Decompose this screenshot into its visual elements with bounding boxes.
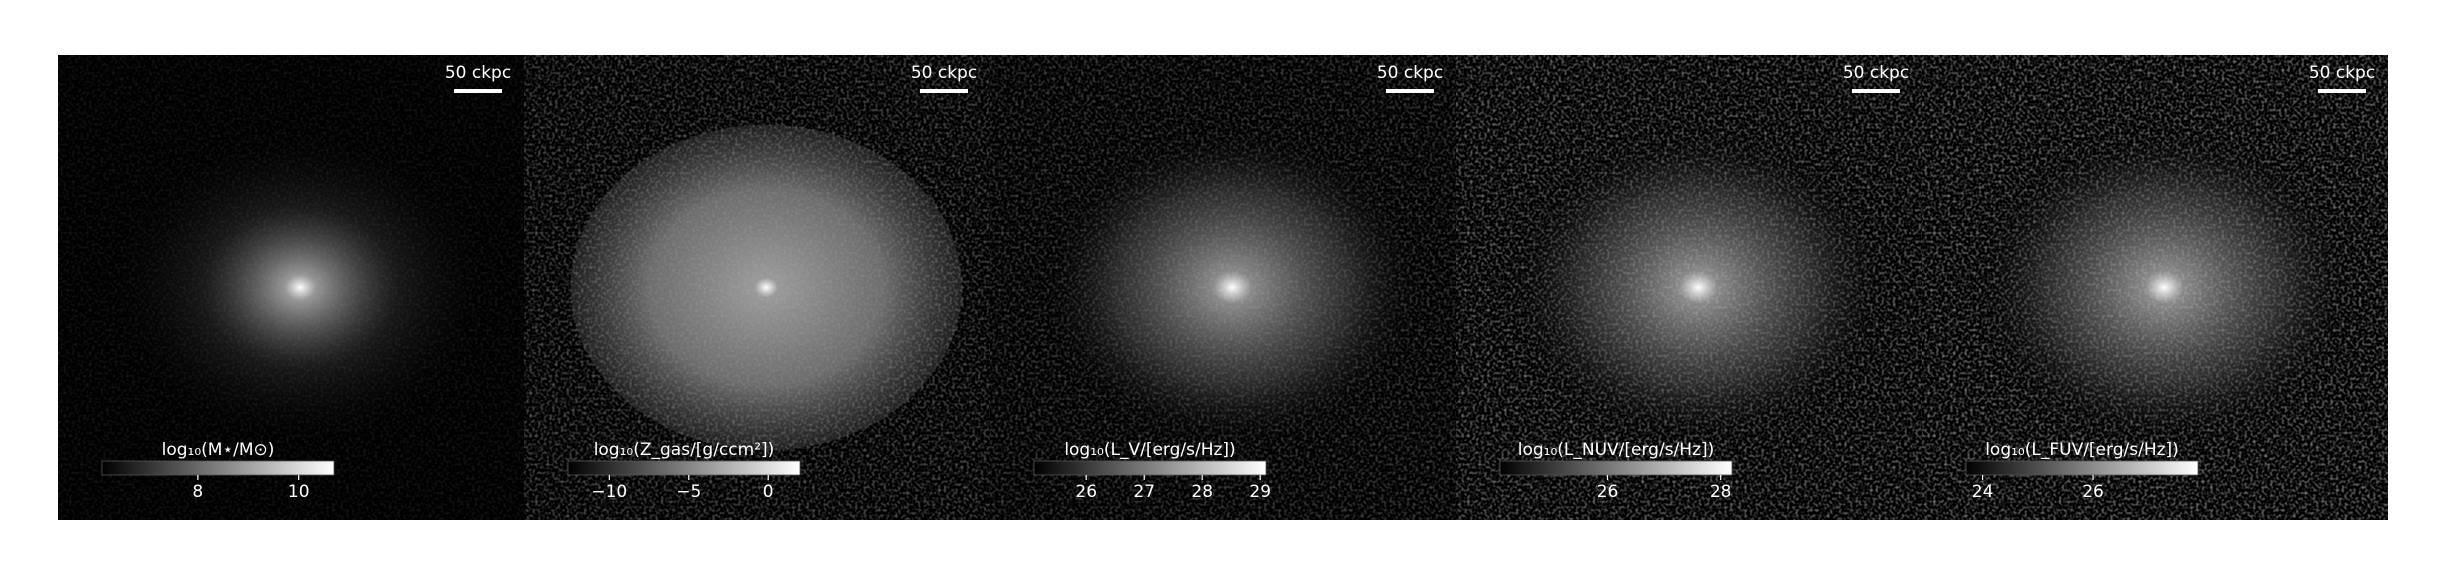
scalebar-label: 50 ckpc — [445, 63, 511, 83]
panel: log₁₀(M⋆/M⊙) 8 10 50 ckpc — [58, 55, 524, 520]
map-glow — [570, 124, 963, 451]
colorbar — [1033, 460, 1267, 476]
colorbar-tick-label: 26 — [1075, 482, 1097, 502]
colorbar-tick-label: 28 — [1710, 482, 1732, 502]
map-glow — [1968, 124, 2361, 451]
map-glow — [1502, 124, 1895, 451]
colorbar-label: log₁₀(M⋆/M⊙) — [162, 440, 275, 460]
scalebar-label: 50 ckpc — [2309, 63, 2375, 83]
colorbar — [1965, 460, 2199, 476]
colorbar-tick-label: −5 — [676, 482, 701, 502]
colorbar-tick-label: −10 — [591, 482, 627, 502]
colorbar-tick-label: 26 — [2082, 482, 2104, 502]
colorbar-tick-label: 0 — [763, 482, 774, 502]
map-glow — [104, 124, 497, 451]
colorbar-label: log₁₀(Z_gas/[g/ccm²]) — [594, 440, 775, 460]
colorbar-label: log₁₀(L_FUV/[erg/s/Hz]) — [1985, 440, 2179, 460]
scalebar-label: 50 ckpc — [1377, 63, 1443, 83]
panel: log₁₀(L_V/[erg/s/Hz]) 26 27 28 29 50 ckpc — [990, 55, 1456, 520]
colorbar — [567, 460, 801, 476]
colorbar-tick-label: 26 — [1597, 482, 1619, 502]
colorbar-label: log₁₀(L_NUV/[erg/s/Hz]) — [1518, 440, 1715, 460]
colorbar — [1499, 460, 1733, 476]
colorbar-tick-label: 10 — [288, 482, 310, 502]
panel: log₁₀(Z_gas/[g/ccm²]) −10 −5 0 50 ckpc — [524, 55, 990, 520]
colorbar-tick-label: 8 — [192, 482, 203, 502]
colorbar-tick-label: 27 — [1133, 482, 1155, 502]
panel: log₁₀(L_FUV/[erg/s/Hz]) 24 26 50 ckpc — [1922, 55, 2388, 520]
colorbar-tick-label: 29 — [1249, 482, 1271, 502]
panel: log₁₀(L_NUV/[erg/s/Hz]) 26 28 50 ckpc — [1456, 55, 1922, 520]
colorbar-tick-label: 28 — [1191, 482, 1213, 502]
map-glow — [1036, 124, 1429, 451]
scalebar-label: 50 ckpc — [911, 63, 977, 83]
colorbar-label: log₁₀(L_V/[erg/s/Hz]) — [1064, 440, 1235, 460]
scalebar-label: 50 ckpc — [1843, 63, 1909, 83]
colorbar-tick-label: 24 — [1972, 482, 1994, 502]
colorbar — [101, 460, 335, 476]
